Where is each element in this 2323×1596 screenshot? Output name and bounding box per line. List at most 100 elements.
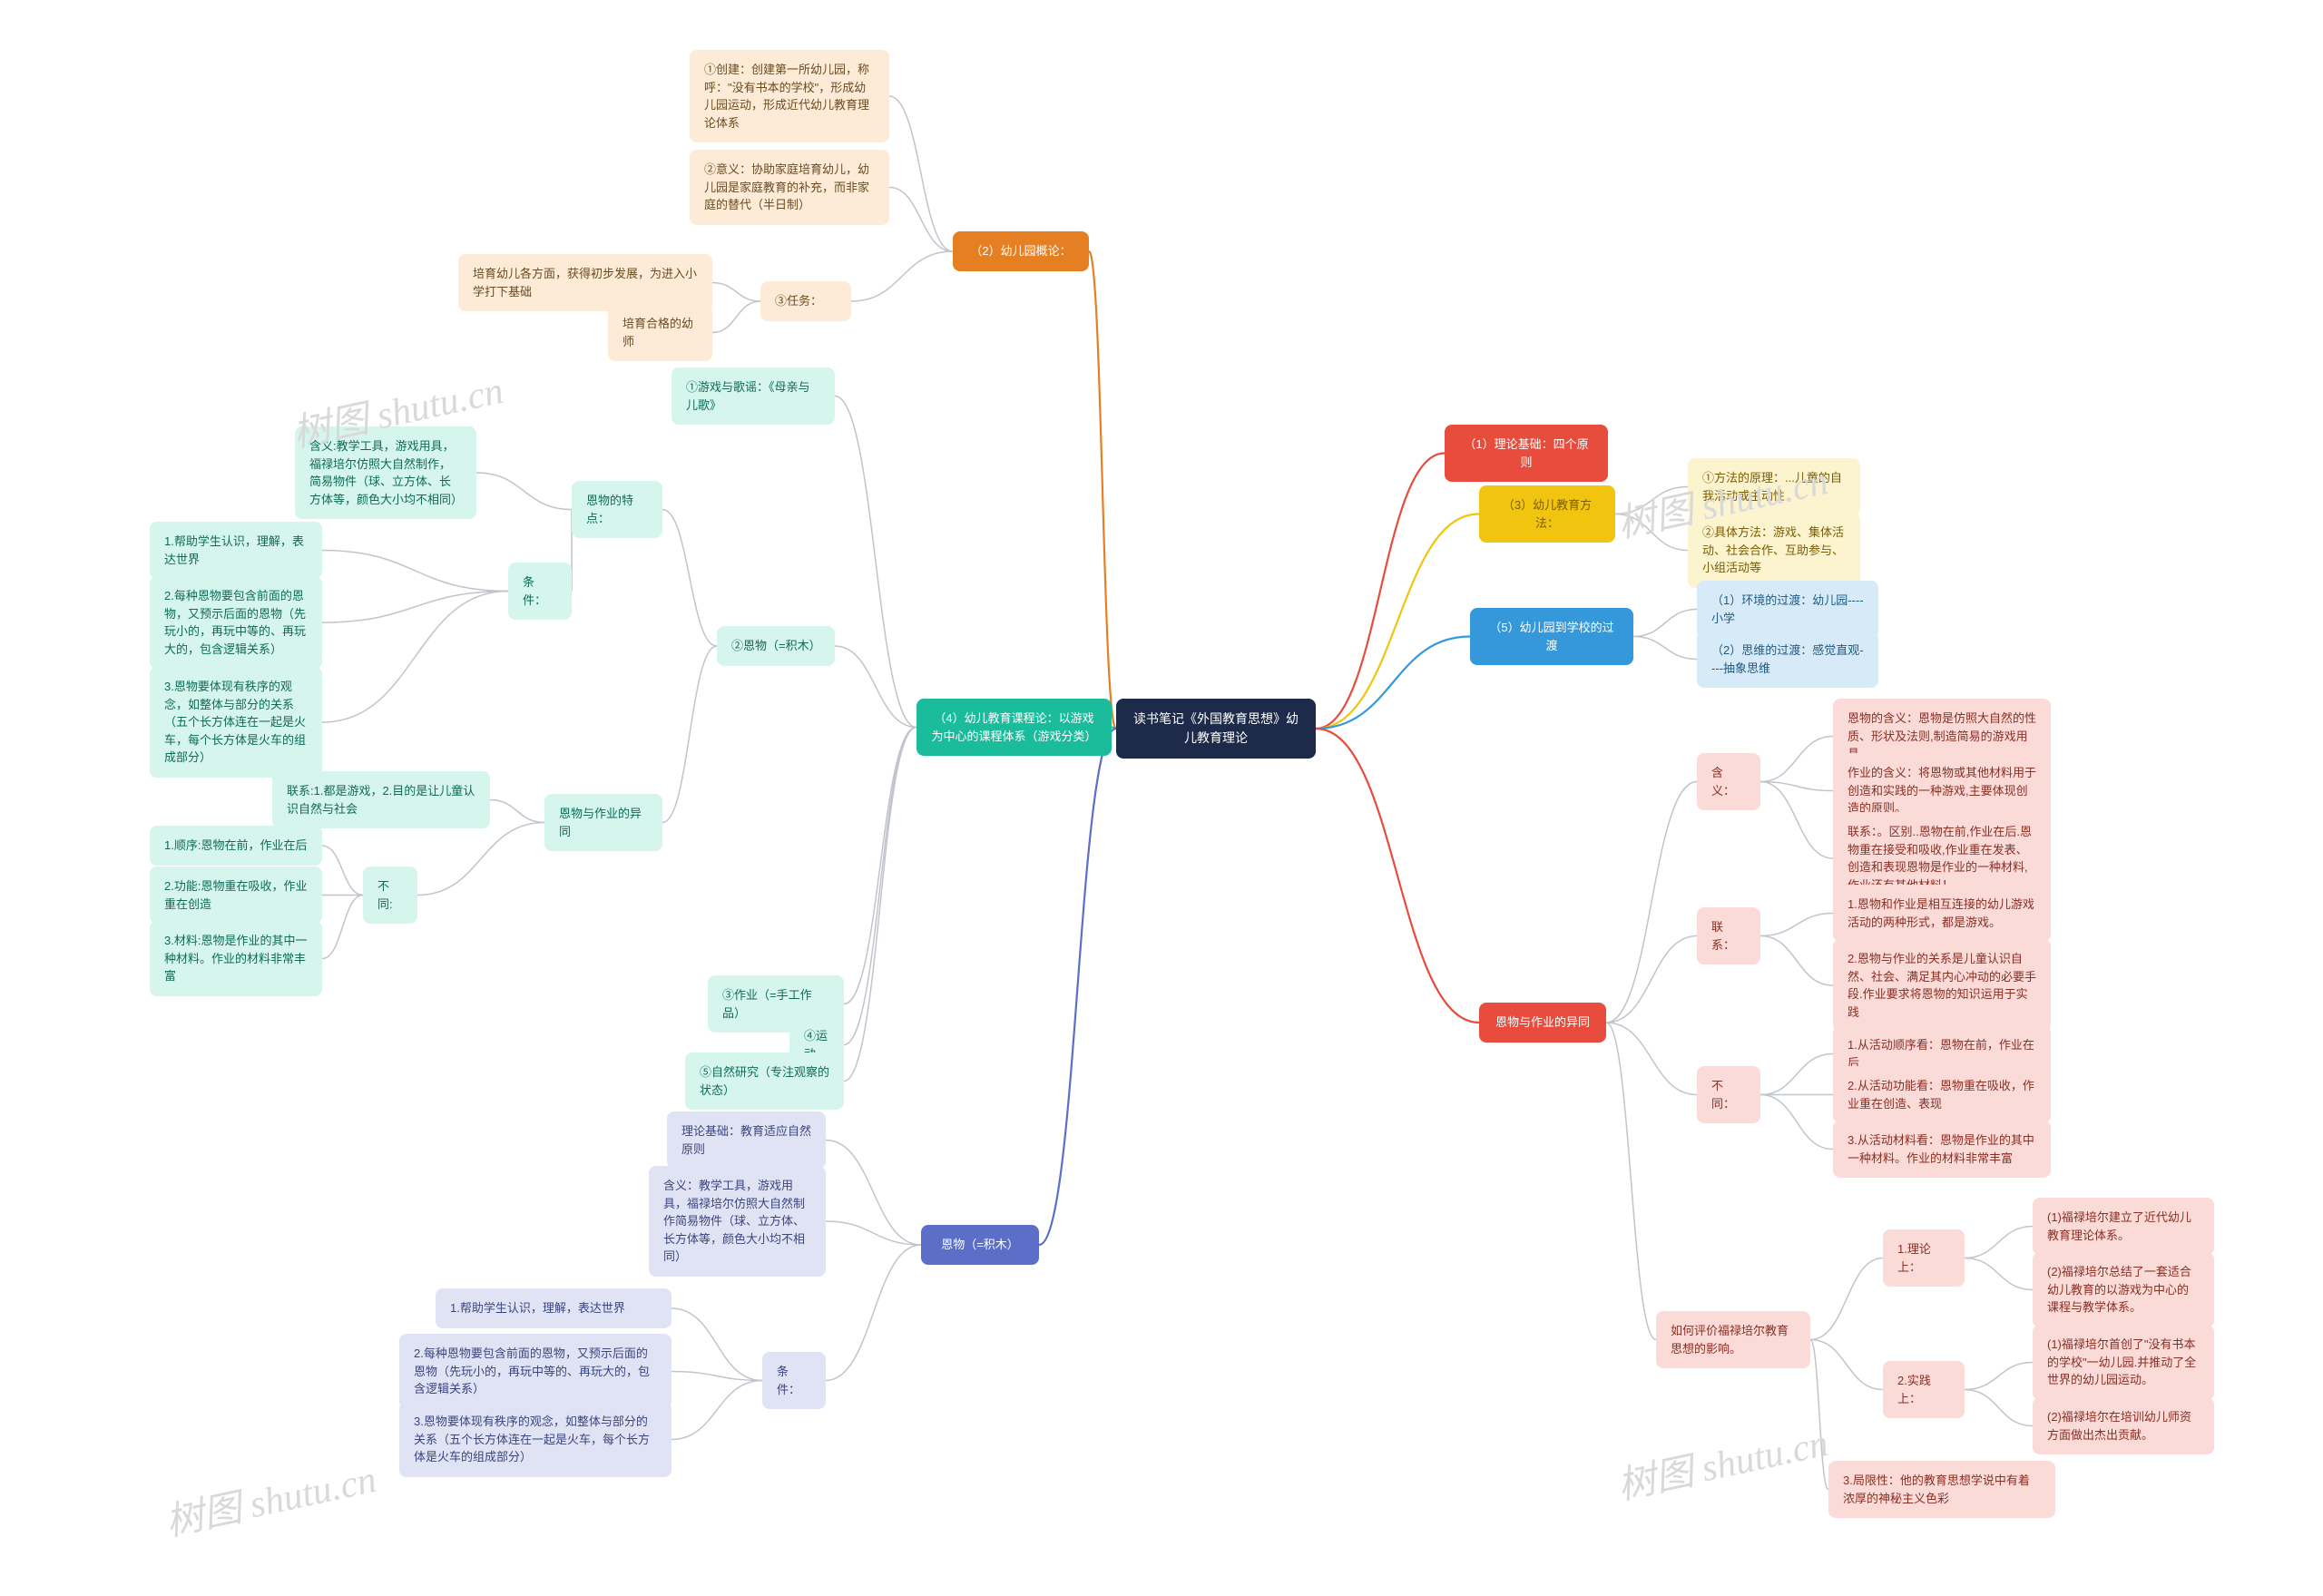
node-b5_2: （2）思维的过渡：感觉直观----抽象思维 [1697,631,1878,688]
node-b4_1: ①游戏与歌谣：《母亲与儿歌》 [671,367,835,425]
edge-b7_4a-b7_4a2 [1965,1258,2033,1290]
edge-b2-b2_1 [889,96,953,251]
node-b4_2a2_1: 1.帮助学生认识，理解，表达世界 [150,522,322,579]
edge-b2_3-b2_3a [712,283,760,302]
node-b5: （5）幼儿园到学校的过渡 [1470,608,1633,665]
edge-b7_4a-b7_4a1 [1965,1227,2033,1258]
node-b7_4b1: (1)福禄培尔首创了"没有书本的学校"一幼儿园.并推动了全世界的幼儿园运动。 [2033,1325,2214,1400]
edge-b2-b2_3 [851,251,953,301]
node-b4_2b: 恩物与作业的异同 [544,794,662,851]
edge-b6-b6_0 [826,1141,921,1246]
node-b2_3: ③任务： [760,281,851,321]
edge-b5-b5_1 [1633,610,1697,637]
node-root: 读书笔记《外国教育思想》幼儿教育理论 [1116,699,1316,759]
node-b2_2: ②意义：协助家庭培育幼儿，幼儿园是家庭教育的补充，而非家庭的替代（半日制） [690,150,889,225]
edge-b7-b7_2 [1606,936,1697,1023]
edge-root-b5 [1316,637,1470,729]
edge-b2-b2_2 [889,188,953,252]
edge-b6-b6_1 [826,1221,921,1245]
edge-b4_2a2-b4_2a2_1 [322,551,508,592]
edge-b4_2a2-b4_2a2_2 [322,592,508,623]
edge-root-b7 [1316,729,1479,1023]
node-b7_4b2: (2)福禄培尔在培训幼儿师资方面做出杰出贡献。 [2033,1397,2214,1454]
node-b4_2a2_3: 3.恩物要体现有秩序的观念，如整体与部分的关系（五个长方体连在一起是火车，每个长… [150,667,322,778]
node-b4: （4）幼儿教育课程论：以游戏为中心的课程体系（游戏分类） [916,699,1112,756]
edge-b6_2-b6_2b [671,1372,762,1381]
edge-b7_3-b7_3c [1760,1095,1833,1150]
edge-root-b1 [1316,454,1445,729]
edge-b6_2-b6_2a [671,1308,762,1381]
edge-b4_2b-b4_2b1 [490,800,544,823]
edge-b6-b6_2 [826,1245,921,1381]
edge-b7_1-b7_1c [1760,782,1833,859]
node-b2_3a: 培育幼儿各方面，获得初步发展，为进入小学打下基础 [458,254,712,311]
node-b3_2: ②具体方法：游戏、集体活动、社会合作、互助参与、小组活动等 [1688,513,1860,588]
edge-b3-b3_2 [1615,514,1688,551]
node-b7_3c: 3.从活动材料看：恩物是作业的其中一种材料。作业的材料非常丰富 [1833,1121,2051,1178]
node-b1: （1）理论基础：四个原则 [1445,425,1608,482]
node-b4_2a2_2: 2.每种恩物要包含前面的恩物，又预示后面的恩物（先玩小的，再玩中等的、再玩大的，… [150,576,322,669]
edge-b4_2a2-b4_2a2_3 [322,592,508,723]
node-b4_2b1: 联系:1.都是游戏，2.目的是让儿童认识自然与社会 [272,771,490,828]
edge-b7_4b-b7_4b1 [1965,1363,2033,1390]
node-b2: （2）幼儿园概论： [953,231,1089,271]
node-b4_2a1: 含义:教学工具，游戏用具，福禄培尔仿照大自然制作，简易物件（球、立方体、长方体等… [295,426,476,519]
edge-b4_2-b4_2a [662,510,717,647]
watermark-3: 树图 shutu.cn [1612,1412,1832,1511]
edge-b4_2a-b4_2a1 [476,473,572,510]
node-b4_2b2: 不同: [363,867,417,924]
node-b7_2: 联系： [1697,907,1760,964]
edge-b4-b4_4 [844,728,916,1045]
node-b7_2a: 1.恩物和作业是相互连接的幼儿游戏活动的两种形式，都是游戏。 [1833,885,2051,942]
edge-b7_2-b7_2a [1760,914,1833,936]
node-b7_4a1: (1)福禄培尔建立了近代幼儿教育理论体系。 [2033,1198,2214,1255]
edge-b7_1-b7_1a [1760,737,1833,782]
node-b6: 恩物（=积木） [921,1225,1039,1265]
node-b4_5: ⑤自然研究（专注观察的状态） [685,1053,844,1110]
edge-b4-b4_1 [835,397,916,728]
edge-root-b3 [1316,514,1479,729]
node-b6_0: 理论基础：教育适应自然原则 [667,1111,826,1169]
node-b7_4a: 1.理论上： [1883,1229,1965,1287]
node-b4_2a2: 条件： [508,563,572,620]
node-b7_4c: 3.局限性：他的教育思想学说中有着浓厚的神秘主义色彩 [1828,1461,2055,1518]
edge-b7_3-b7_3a [1760,1054,1833,1095]
node-b6_2b: 2.每种恩物要包含前面的恩物，又预示后面的恩物（先玩小的，再玩中等的、再玩大的，… [399,1334,671,1409]
edge-b7_4-b7_4a [1810,1258,1883,1340]
node-b7_4: 如何评价福禄培尔教育思想的影响。 [1656,1311,1810,1368]
edge-b7_4-b7_4c [1810,1340,1828,1490]
node-b3: （3）幼儿教育方法： [1479,485,1615,543]
node-b4_2: ②恩物（=积木） [717,626,835,666]
node-b7_2b: 2.恩物与作业的关系是儿童认识自然、社会、满足其内心冲动的必要手段.作业要求将恩… [1833,939,2051,1032]
node-b7_4a2: (2)福禄培尔总结了一套适合幼儿教育的以游戏为中心的课程与教学体系。 [2033,1252,2214,1327]
node-b2_3b: 培育合格的幼师 [608,304,712,361]
node-b4_2b2_1: 1.顺序:恩物在前，作业在后 [150,826,322,866]
node-b7_4b: 2.实践上： [1883,1361,1965,1418]
edge-b4_2b2-b4_2b2_1 [322,846,363,896]
node-b7: 恩物与作业的异同 [1479,1003,1606,1043]
node-b4_2b2_2: 2.功能:恩物重在吸收，作业重在创造 [150,867,322,924]
node-b6_2: 条件： [762,1352,826,1409]
edge-b5-b5_2 [1633,637,1697,660]
node-b6_2c: 3.恩物要体现有秩序的观念，如整体与部分的关系（五个长方体连在一起是火车，每个长… [399,1402,671,1477]
node-b4_2a: 恩物的特点： [572,481,662,538]
edge-b7-b7_3 [1606,1023,1697,1095]
edge-b4-b4_5 [844,728,916,1082]
edge-b7_1-b7_1b [1760,782,1833,791]
edge-b7_2-b7_2b [1760,936,1833,986]
edge-root-b6 [1039,729,1116,1245]
watermark-1: 树图 shutu.cn [160,1448,380,1547]
edge-b3-b3_1 [1615,487,1688,514]
edge-b4_2b2-b4_2b2_3 [322,896,363,959]
node-b6_2a: 1.帮助学生认识，理解，表达世界 [436,1288,671,1328]
node-b7_1: 含义： [1697,753,1760,810]
node-b5_1: （1）环境的过渡：幼儿园----小学 [1697,581,1878,638]
edge-b7_4-b7_4b [1810,1340,1883,1390]
edge-b7_4b-b7_4b2 [1965,1390,2033,1426]
node-b7_3b: 2.从活动功能看：恩物重在吸收，作业重在创造、表现 [1833,1066,2051,1123]
node-b2_1: ①创建：创建第一所幼儿园，称呼："没有书本的学校"，形成幼儿园运动，形成近代幼儿… [690,50,889,142]
node-b3_1: ①方法的原理：...儿童的自我活动或主动性 [1688,458,1860,515]
edge-b4-b4_3 [844,728,916,1004]
edge-b4-b4_2 [835,646,916,728]
node-b7_3: 不同： [1697,1066,1760,1123]
